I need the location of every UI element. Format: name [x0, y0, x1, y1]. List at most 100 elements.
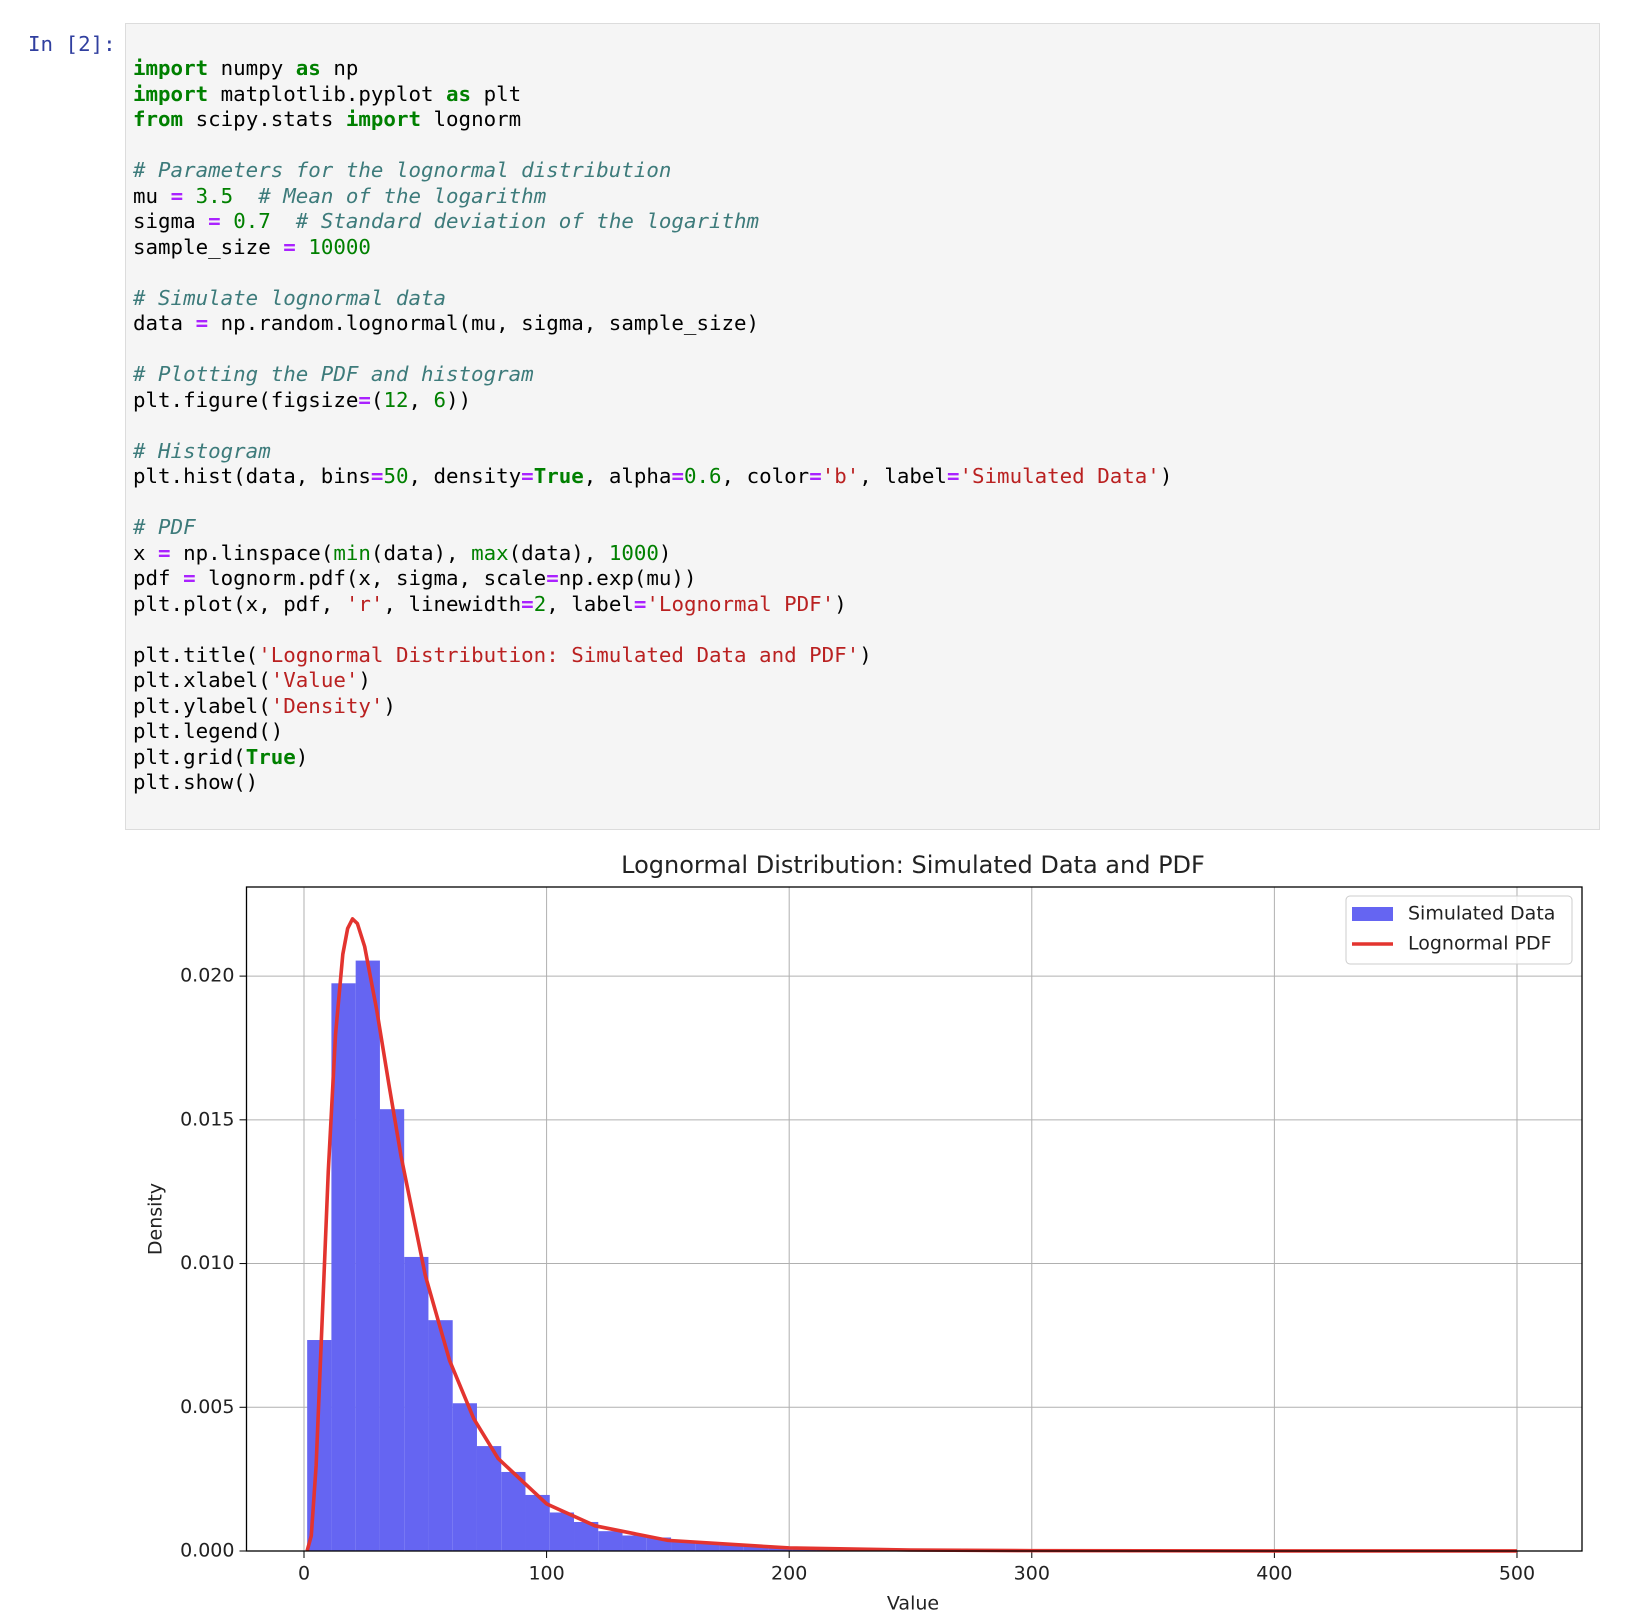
code-line: sigma = 0.7 # Standard deviation of the …	[133, 209, 1172, 235]
code-token: 1000	[608, 540, 659, 565]
code-token: np.linspace(	[170, 540, 334, 565]
y-axis-label: Density	[145, 1183, 167, 1255]
histogram-bar	[719, 1544, 744, 1551]
code-line: plt.figure(figsize=(12, 6))	[133, 388, 1172, 414]
code-token: 'Lognormal PDF'	[646, 591, 835, 616]
y-tick-label: 0.010	[180, 1252, 234, 1274]
code-line: sample_size = 10000	[133, 235, 1172, 261]
code-line: # Parameters for the lognormal distribut…	[133, 158, 1172, 184]
code-token: import	[345, 107, 421, 131]
code-editor: import numpy as np import matplotlib.pypl…	[133, 56, 1172, 796]
y-tick-label: 0.000	[180, 1540, 234, 1562]
code-token: plt.hist(data, bins	[133, 464, 371, 488]
code-token: =	[370, 464, 384, 488]
code-line: plt.show()	[133, 770, 1172, 796]
legend-label: Lognormal PDF	[1408, 933, 1552, 955]
code-token: 0.6	[683, 464, 722, 488]
code-token: lognorm	[421, 107, 522, 131]
code-token: np	[320, 56, 359, 80]
legend-swatch	[1352, 907, 1393, 921]
code-line: plt.plot(x, pdf, 'r', linewidth=2, label…	[133, 592, 1172, 618]
code-line: data = np.random.lognormal(mu, sigma, sa…	[133, 311, 1172, 337]
code-token: # Standard deviation of the logarithm	[295, 209, 760, 233]
code-token: sample_size	[133, 234, 284, 259]
code-token: from	[133, 107, 184, 131]
code-token: (data),	[508, 540, 609, 565]
code-line: from scipy.stats import lognorm	[133, 107, 1172, 133]
code-line: x = np.linspace(min(data), max(data), 10…	[133, 541, 1172, 567]
code-token: =	[809, 464, 822, 488]
code-token: )	[859, 642, 872, 667]
histogram-bar	[671, 1540, 696, 1551]
y-tick-label: 0.020	[180, 965, 234, 987]
code-token: , label	[546, 591, 634, 616]
code-token: =	[358, 387, 371, 412]
histogram-bar	[379, 1109, 405, 1551]
code-token: 'Value'	[270, 668, 359, 692]
code-token: np.exp(mu))	[558, 566, 697, 590]
chart-title: Lognormal Distribution: Simulated Data a…	[621, 851, 1205, 879]
code-token: scipy.stats	[183, 107, 346, 131]
code-token: True	[533, 464, 584, 488]
code-token: plt.figure(figsize	[133, 387, 359, 412]
code-token: plt.grid(	[133, 744, 246, 769]
code-token: plt.plot(x, pdf,	[133, 591, 346, 616]
code-token: )	[358, 668, 371, 692]
code-token: , color	[721, 464, 810, 488]
code-token: =	[170, 183, 184, 208]
histogram-bar	[331, 983, 356, 1551]
code-token: 10000	[308, 234, 371, 259]
code-token: pdf	[133, 566, 184, 590]
code-token: lognorm.pdf(x, sigma, scale	[195, 566, 547, 590]
code-token: (data),	[370, 540, 472, 565]
code-token: 'Density'	[270, 693, 384, 718]
code-line: # Simulate lognormal data	[133, 286, 1172, 312]
code-token: , density	[408, 464, 522, 488]
code-token: plt	[471, 81, 522, 106]
code-token: , label	[859, 464, 947, 488]
code-token: =	[546, 566, 559, 590]
x-tick-label: 0	[298, 1563, 310, 1585]
code-line: plt.legend()	[133, 719, 1172, 745]
code-line: plt.xlabel('Value')	[133, 668, 1172, 694]
code-token: 2	[533, 591, 547, 616]
code-token: # Simulate lognormal data	[133, 285, 447, 310]
code-token: # Histogram	[133, 438, 271, 463]
code-token: ,	[408, 387, 434, 412]
code-token: )	[658, 540, 672, 565]
code-line: import numpy as np	[133, 56, 1172, 82]
code-token: 6	[433, 387, 447, 412]
code-token: np.random.lognormal(mu, sigma, sample_si…	[208, 311, 760, 335]
code-token: =	[521, 464, 534, 488]
code-token: as	[295, 56, 321, 80]
code-token: )	[834, 591, 847, 616]
histogram-bar	[622, 1535, 647, 1551]
histogram-bar	[404, 1256, 429, 1551]
legend-box	[1345, 895, 1573, 965]
code-token: =	[158, 540, 171, 565]
code-token: True	[245, 744, 296, 769]
code-token: =	[183, 566, 196, 590]
code-token: # Plotting the PDF and histogram	[133, 362, 534, 386]
code-cell[interactable]: import numpy as np import matplotlib.pypl…	[125, 23, 1600, 830]
code-token: plt.show()	[133, 770, 259, 794]
code-token: mu	[133, 183, 171, 208]
code-token: , linewidth	[383, 591, 522, 616]
code-token: ))	[446, 387, 472, 412]
code-token: =	[633, 591, 647, 616]
x-tick-label: 400	[1256, 1563, 1292, 1585]
y-tick-label: 0.005	[180, 1396, 234, 1418]
code-token: plt.title(	[133, 642, 259, 667]
histogram-bar	[355, 960, 380, 1551]
legend-label: Simulated Data	[1408, 903, 1555, 925]
code-line: pdf = lognorm.pdf(x, sigma, scale=np.exp…	[133, 566, 1172, 592]
code-token: 50	[383, 464, 409, 488]
axes-frame	[245, 886, 1583, 1552]
y-tick-label: 0.015	[180, 1108, 234, 1130]
code-token: plt.xlabel(	[133, 668, 271, 692]
cell-prompt: In [2]:	[28, 32, 116, 56]
code-token: 'Lognormal Distribution: Simulated Data …	[258, 642, 860, 667]
code-line: import matplotlib.pyplot as plt	[133, 82, 1172, 108]
